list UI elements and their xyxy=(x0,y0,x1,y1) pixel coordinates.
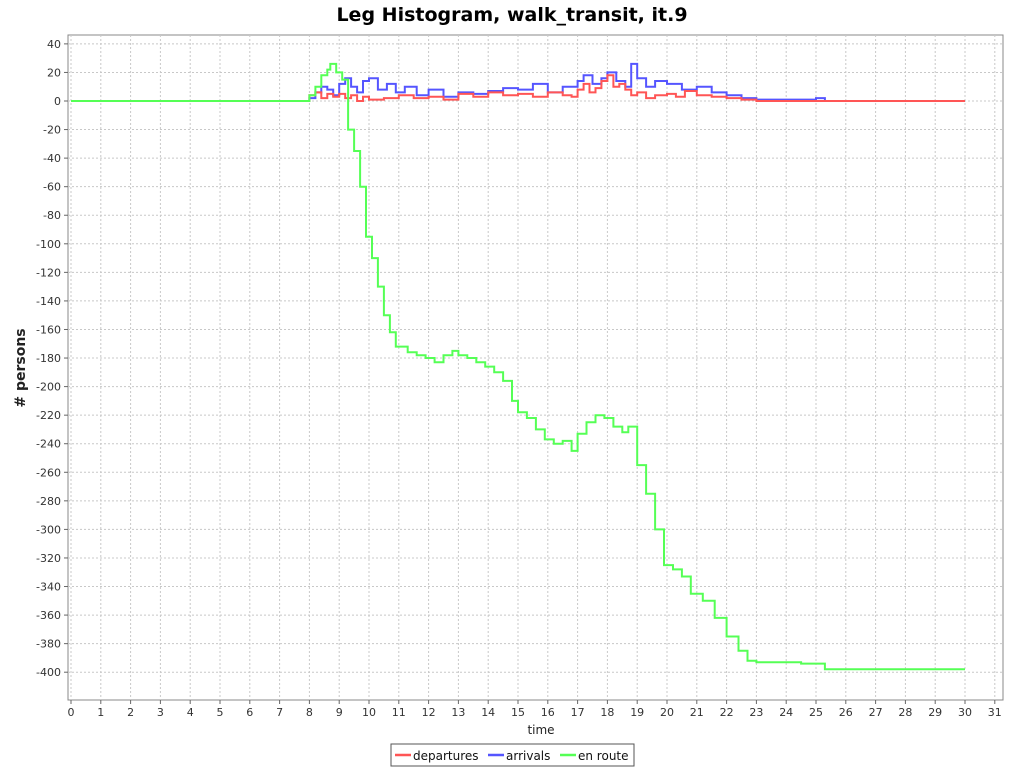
x-tick-label: 14 xyxy=(481,706,495,719)
x-tick-label: 24 xyxy=(779,706,793,719)
grid xyxy=(68,35,1003,700)
x-tick-label: 22 xyxy=(720,706,734,719)
x-tick-label: 27 xyxy=(869,706,883,719)
x-tick-label: 0 xyxy=(68,706,75,719)
legend-box xyxy=(390,743,635,767)
x-tick-label: 1 xyxy=(97,706,104,719)
series-line-departures xyxy=(71,74,965,102)
legend-label-departures: departures xyxy=(413,749,479,763)
x-tick-label: 18 xyxy=(600,706,614,719)
x-tick-label: 8 xyxy=(306,706,313,719)
y-axis-label: # persons xyxy=(13,328,29,407)
x-tick-label: 5 xyxy=(217,706,224,719)
y-tick-label: -40 xyxy=(43,152,61,165)
x-axis-label: time xyxy=(527,723,554,737)
x-tick-label: 23 xyxy=(749,706,763,719)
y-tick-label: -400 xyxy=(36,666,61,679)
x-tick-label: 28 xyxy=(898,706,912,719)
x-tick-label: 12 xyxy=(422,706,436,719)
x-tick-label: 6 xyxy=(246,706,253,719)
y-tick-label: -380 xyxy=(36,638,61,651)
y-tick-label: -100 xyxy=(36,238,61,251)
x-tick-label: 20 xyxy=(660,706,674,719)
y-tick-label: -320 xyxy=(36,552,61,565)
y-tick-label: -220 xyxy=(36,409,61,422)
legend-label-arrivals: arrivals xyxy=(506,749,550,763)
x-tick-label: 31 xyxy=(988,706,1002,719)
y-tick-label: -240 xyxy=(36,438,61,451)
x-tick-label: 26 xyxy=(839,706,853,719)
y-tick-label: -340 xyxy=(36,581,61,594)
series-layer xyxy=(71,62,965,671)
y-tick-label: -360 xyxy=(36,609,61,622)
x-tick-label: 3 xyxy=(157,706,164,719)
y-tick-label: -20 xyxy=(43,124,61,137)
x-tick-label: 9 xyxy=(336,706,343,719)
y-tick-label: -60 xyxy=(43,181,61,194)
x-tick-label: 11 xyxy=(392,706,406,719)
legend-label-en-route: en route xyxy=(578,749,629,763)
x-tick-label: 25 xyxy=(809,706,823,719)
x-tick-label: 15 xyxy=(511,706,525,719)
plot-area xyxy=(67,34,1004,701)
y-tick-label: -140 xyxy=(36,295,61,308)
y-tick-label: -200 xyxy=(36,381,61,394)
x-tick-label: 29 xyxy=(928,706,942,719)
x-tick-label: 4 xyxy=(187,706,194,719)
y-tick-label: 20 xyxy=(47,66,61,79)
x-tick-label: 7 xyxy=(276,706,283,719)
x-tick-label: 17 xyxy=(571,706,585,719)
y-tick-label: 40 xyxy=(47,38,61,51)
x-tick-label: 10 xyxy=(362,706,376,719)
y-tick-label: 0 xyxy=(54,95,61,108)
y-tick-label: -300 xyxy=(36,523,61,536)
series-line-arrivals xyxy=(71,62,965,102)
y-tick-label: -280 xyxy=(36,495,61,508)
y-tick-label: -260 xyxy=(36,466,61,479)
y-tick-label: -180 xyxy=(36,352,61,365)
x-axis: 0 1 2 3 4 5 6 7 8 9 10 11 12 13 14 15 16 17 18 19 20 21 22 23 24… xyxy=(68,700,1002,719)
chart-title: Leg Histogram, walk_transit, it.9 xyxy=(336,4,687,26)
x-tick-label: 2 xyxy=(127,706,134,719)
x-tick-label: 13 xyxy=(451,706,465,719)
x-tick-label: 30 xyxy=(958,706,972,719)
y-tick-label: -160 xyxy=(36,323,61,336)
x-tick-label: 19 xyxy=(630,706,644,719)
x-tick-label: 21 xyxy=(690,706,704,719)
x-tick-label: 16 xyxy=(541,706,555,719)
y-axis: 40 20 0 -20 -40 -60 -80 -100 -120 -140 -160 -180 -20… xyxy=(36,38,68,679)
series-line-en-route xyxy=(71,62,965,671)
y-tick-label: -120 xyxy=(36,266,61,279)
y-tick-label: -80 xyxy=(43,209,61,222)
legend: departures arrivals en route xyxy=(390,743,635,767)
